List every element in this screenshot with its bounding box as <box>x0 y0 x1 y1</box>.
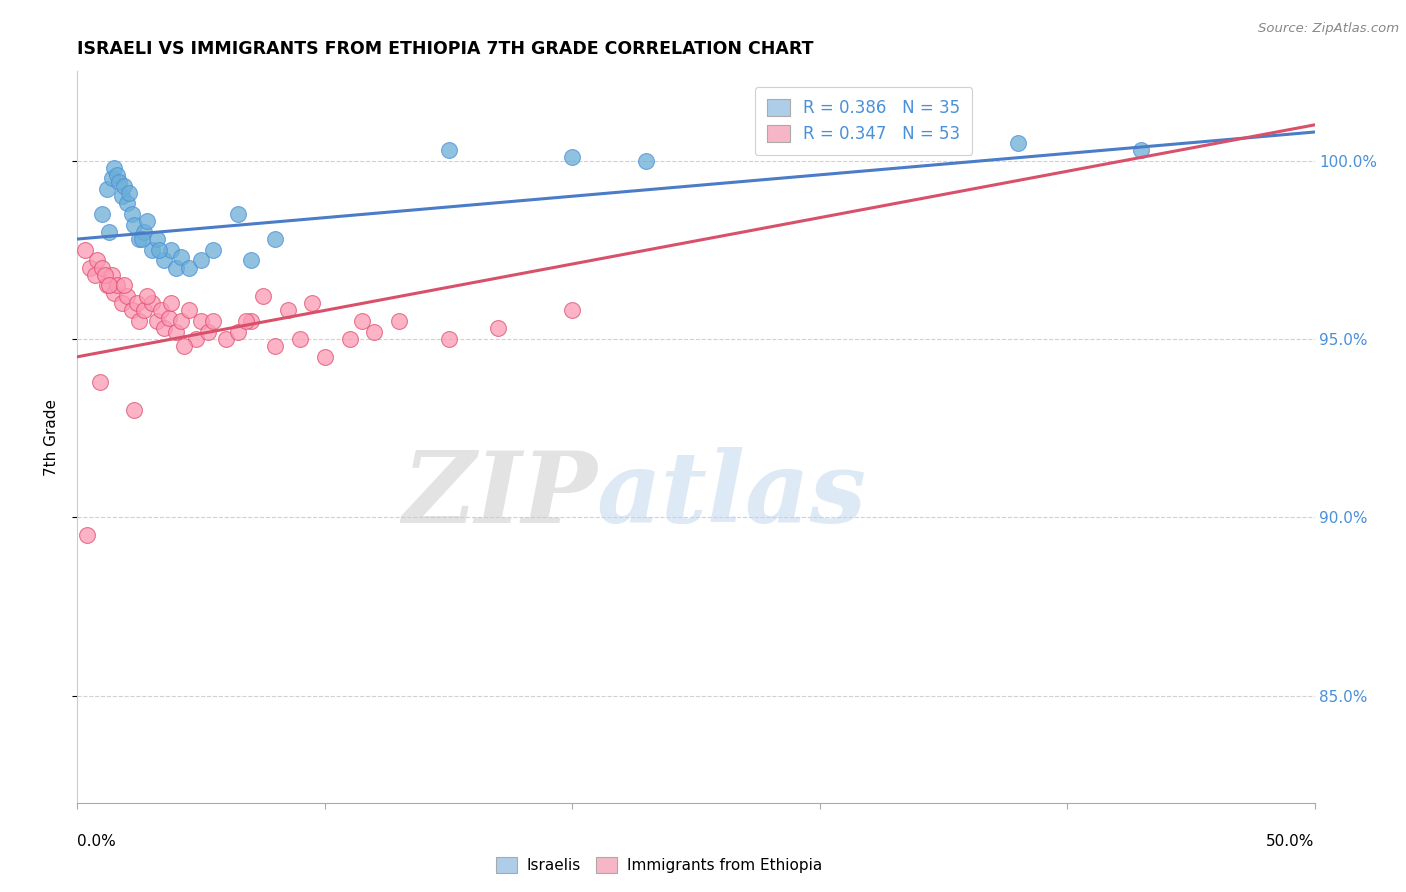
Text: ZIP: ZIP <box>402 448 598 544</box>
Point <box>239 314 262 328</box>
Point <box>1007 136 1029 150</box>
Point <box>173 339 195 353</box>
Point <box>157 310 180 325</box>
Text: 50.0%: 50.0% <box>1267 834 1315 849</box>
Point <box>115 196 138 211</box>
Point <box>437 332 460 346</box>
Point <box>115 289 138 303</box>
Point <box>202 243 225 257</box>
Point <box>96 182 118 196</box>
Point <box>122 403 145 417</box>
Y-axis label: 7th Grade: 7th Grade <box>44 399 59 475</box>
Point <box>101 171 124 186</box>
Point <box>388 314 411 328</box>
Point <box>363 325 385 339</box>
Point <box>170 314 193 328</box>
Point <box>103 161 125 175</box>
Point <box>121 207 143 221</box>
Text: atlas: atlas <box>598 448 868 544</box>
Point <box>226 207 249 221</box>
Point <box>135 214 157 228</box>
Point <box>135 289 157 303</box>
Point <box>190 253 212 268</box>
Point <box>301 296 323 310</box>
Point <box>160 243 183 257</box>
Point <box>160 296 183 310</box>
Point <box>101 268 124 282</box>
Point <box>131 232 153 246</box>
Point <box>111 189 134 203</box>
Point <box>89 375 111 389</box>
Point <box>277 303 299 318</box>
Point <box>235 314 257 328</box>
Point <box>83 268 105 282</box>
Legend: Israelis, Immigrants from Ethiopia: Israelis, Immigrants from Ethiopia <box>489 851 828 880</box>
Point <box>170 250 193 264</box>
Point <box>145 314 167 328</box>
Point <box>103 285 125 300</box>
Point <box>165 260 187 275</box>
Point <box>105 278 128 293</box>
Text: Source: ZipAtlas.com: Source: ZipAtlas.com <box>1258 22 1399 36</box>
Point <box>122 218 145 232</box>
Point <box>177 303 200 318</box>
Point <box>350 314 373 328</box>
Point <box>153 253 176 268</box>
Point <box>202 314 225 328</box>
Point <box>226 325 249 339</box>
Point <box>184 332 207 346</box>
Point <box>264 339 287 353</box>
Point <box>86 253 108 268</box>
Point <box>486 321 509 335</box>
Point <box>79 260 101 275</box>
Point <box>121 303 143 318</box>
Text: ISRAELI VS IMMIGRANTS FROM ETHIOPIA 7TH GRADE CORRELATION CHART: ISRAELI VS IMMIGRANTS FROM ETHIOPIA 7TH … <box>77 40 814 58</box>
Point <box>215 332 238 346</box>
Point <box>91 260 114 275</box>
Point <box>125 296 148 310</box>
Point <box>264 232 287 246</box>
Point <box>197 325 219 339</box>
Point <box>105 168 128 182</box>
Point <box>96 278 118 293</box>
Point <box>134 225 156 239</box>
Point <box>252 289 274 303</box>
Point <box>111 296 134 310</box>
Point <box>165 325 187 339</box>
Point <box>561 150 583 164</box>
Point <box>141 296 163 310</box>
Point <box>177 260 200 275</box>
Point <box>150 303 173 318</box>
Point <box>190 314 212 328</box>
Text: 0.0%: 0.0% <box>77 834 117 849</box>
Point <box>112 278 135 293</box>
Point <box>134 303 156 318</box>
Point <box>314 350 336 364</box>
Point <box>112 178 135 193</box>
Point <box>148 243 170 257</box>
Point <box>636 153 658 168</box>
Point <box>98 225 121 239</box>
Point <box>239 253 262 268</box>
Point <box>339 332 361 346</box>
Point <box>153 321 176 335</box>
Point <box>145 232 167 246</box>
Point <box>108 175 131 189</box>
Point <box>128 314 150 328</box>
Point <box>128 232 150 246</box>
Point <box>93 268 115 282</box>
Point <box>288 332 311 346</box>
Point <box>141 243 163 257</box>
Point <box>98 278 121 293</box>
Point <box>118 186 141 200</box>
Point <box>437 143 460 157</box>
Point <box>561 303 583 318</box>
Point <box>1130 143 1153 157</box>
Point <box>73 243 96 257</box>
Point <box>76 528 98 542</box>
Point <box>91 207 114 221</box>
